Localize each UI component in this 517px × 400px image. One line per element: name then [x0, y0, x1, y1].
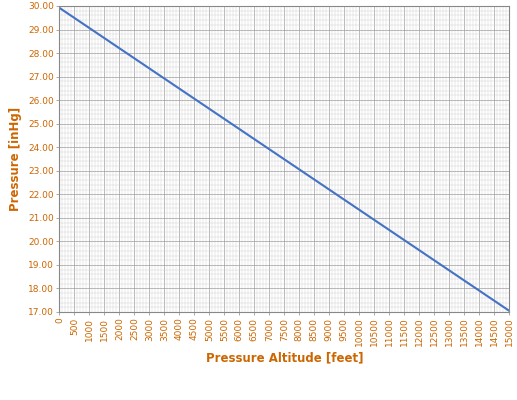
- X-axis label: Pressure Altitude [feet]: Pressure Altitude [feet]: [206, 352, 363, 365]
- Y-axis label: Pressure [inHg]: Pressure [inHg]: [9, 107, 22, 211]
